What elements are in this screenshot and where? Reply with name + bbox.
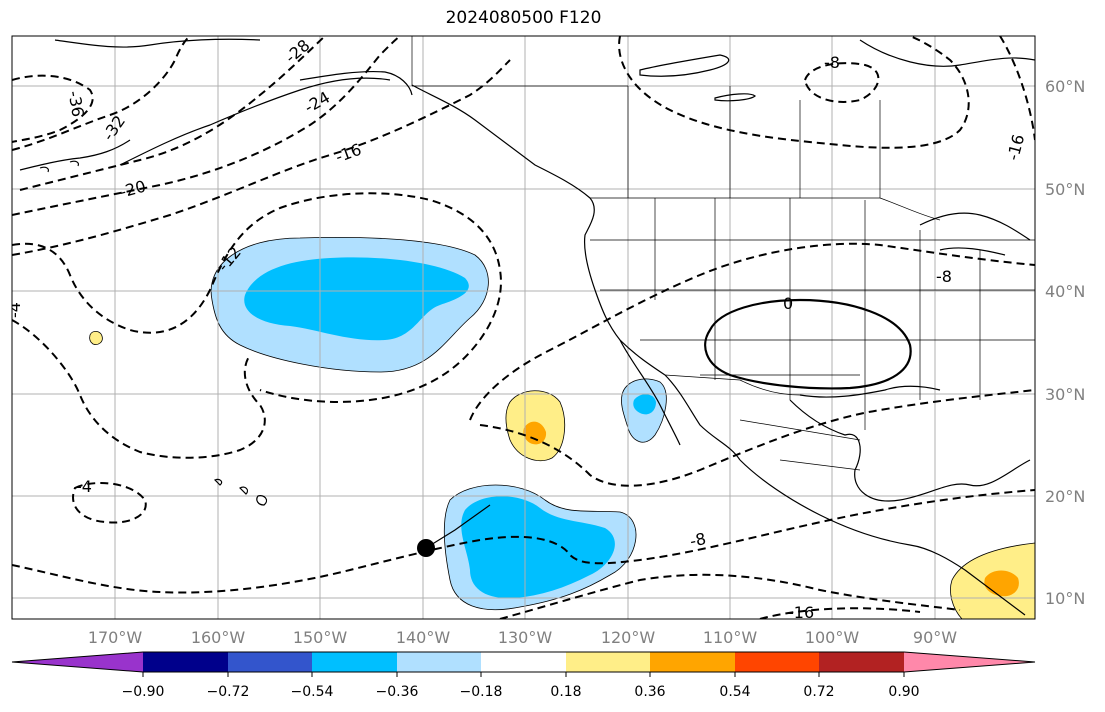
longitude-label: 100°W	[805, 628, 860, 647]
longitude-label: 170°W	[88, 628, 143, 647]
colorbar-bin	[397, 652, 481, 672]
longitude-label: 130°W	[498, 628, 553, 647]
latitude-label: 50°N	[1045, 180, 1085, 199]
contour-label: -36	[64, 89, 87, 118]
longitude-label: 90°W	[913, 628, 957, 647]
colorbar-tick-label: −0.72	[207, 684, 250, 700]
map-area: -36 -32 -28 -24 -20 -16 -12 -4 -4 -8 -8 …	[5, 36, 1035, 622]
negative-anomaly-baja-inner	[633, 394, 656, 415]
colorbar-bin	[228, 652, 312, 672]
latitude-label: 30°N	[1045, 385, 1085, 404]
colorbar-tick-label: −0.18	[460, 684, 503, 700]
contour-label: -4	[5, 302, 24, 318]
contours	[12, 36, 1035, 619]
colorbar-tick-label: −0.36	[376, 684, 419, 700]
colorbar-bin	[650, 652, 735, 672]
latitude-label: 40°N	[1045, 282, 1085, 301]
colorbar-bin	[312, 652, 397, 672]
storm-track	[425, 504, 491, 549]
contour-label: -8	[936, 267, 952, 286]
longitude-label: 110°W	[703, 628, 758, 647]
negative-anomaly-north-pacific-inner	[244, 257, 469, 341]
longitude-label: 160°W	[191, 628, 246, 647]
colorbar-extend-max	[904, 652, 1035, 672]
positive-anomaly-central-america-inner	[984, 570, 1019, 597]
colorbar-tick-label: −0.54	[291, 684, 334, 700]
contour-label: -16	[788, 603, 814, 622]
negative-anomaly-tropics-inner	[461, 496, 615, 599]
colorbar-tick-label: 0.90	[888, 684, 919, 700]
contour-label: -8	[688, 529, 708, 551]
political-borders	[411, 36, 1035, 471]
colorbar-bin	[566, 652, 650, 672]
colorbar-bin	[143, 652, 228, 672]
longitude-label: 140°W	[396, 628, 451, 647]
contour-label: 0	[783, 294, 793, 313]
colorbar-bin	[735, 652, 819, 672]
colorbar-extend-min	[12, 652, 143, 672]
latitude-axis: 60°N 50°N 40°N 30°N 20°N 10°N	[1045, 77, 1085, 608]
graticule	[12, 36, 1035, 619]
longitude-label: 150°W	[293, 628, 348, 647]
colorbar-bin	[481, 652, 566, 672]
longitude-label: 120°W	[601, 628, 656, 647]
longitude-axis: 170°W 160°W 150°W 140°W 130°W 120°W 110°…	[88, 628, 957, 647]
anomaly-shading	[89, 236, 1035, 619]
storm-marker	[417, 539, 435, 557]
map-border	[11, 35, 1036, 620]
contour-label: -4	[76, 477, 92, 496]
latitude-label: 60°N	[1045, 77, 1085, 96]
contour-label: -8	[824, 53, 840, 72]
colorbar-tick-label: −0.90	[122, 684, 165, 700]
colorbar-tick-label: 0.72	[803, 684, 834, 700]
latitude-label: 20°N	[1045, 487, 1085, 506]
coastlines	[19, 38, 1035, 616]
colorbar-tick-label: 0.54	[719, 684, 750, 700]
positive-anomaly-small	[89, 330, 103, 345]
colorbar-tick-label: 0.36	[634, 684, 665, 700]
latitude-label: 10°N	[1045, 589, 1085, 608]
colorbar-bin	[819, 652, 904, 672]
zero-contour	[704, 298, 912, 390]
positive-anomaly-east-pacific-inner	[523, 421, 547, 445]
colorbar: −0.90 −0.72 −0.54 −0.36 −0.18 0.18 0.36 …	[11, 651, 1036, 700]
colorbar-tick-label: 0.18	[550, 684, 581, 700]
page-title: 2024080500 F120	[445, 8, 602, 28]
